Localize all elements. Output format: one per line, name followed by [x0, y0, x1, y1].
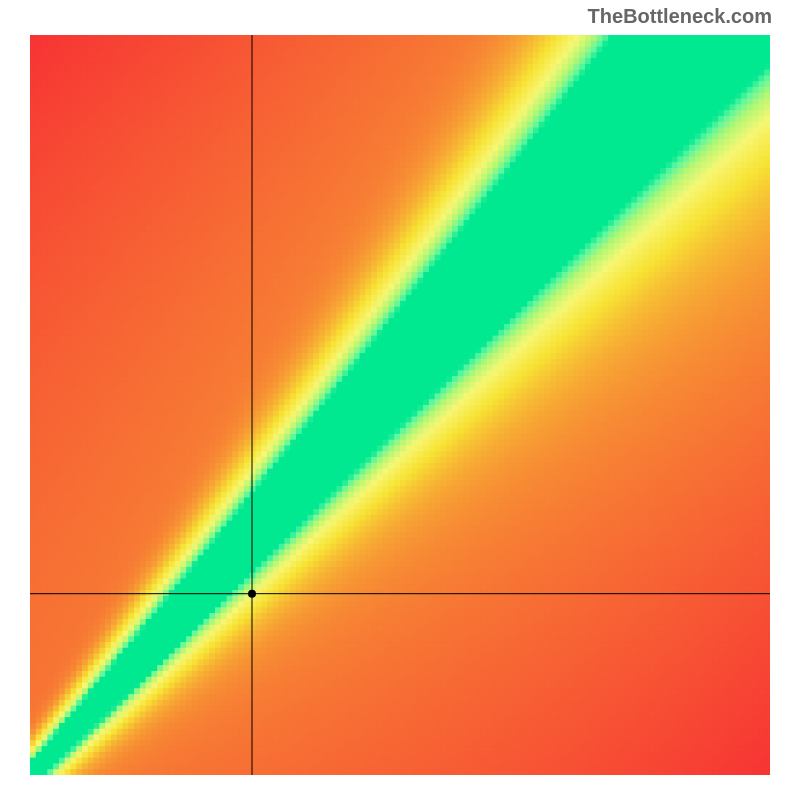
- heatmap-canvas: [30, 35, 770, 775]
- watermark-text: TheBottleneck.com: [588, 6, 772, 29]
- bottleneck-heatmap: [30, 35, 770, 775]
